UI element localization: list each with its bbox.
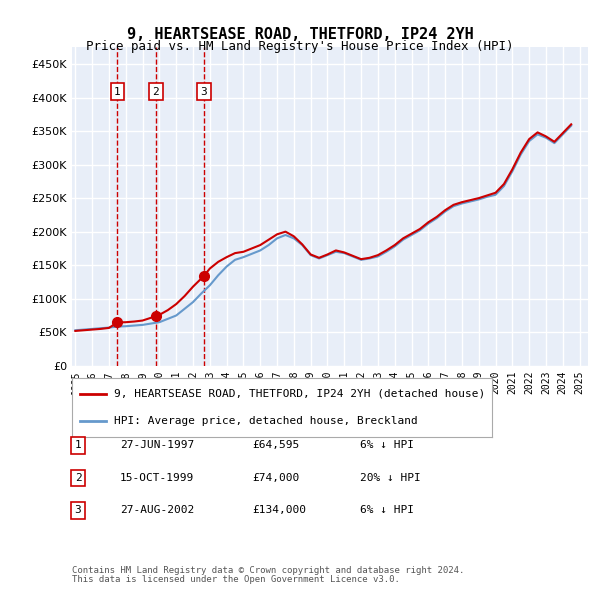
Text: 6% ↓ HPI: 6% ↓ HPI — [360, 506, 414, 515]
Text: This data is licensed under the Open Government Licence v3.0.: This data is licensed under the Open Gov… — [72, 575, 400, 584]
Text: 9, HEARTSEASE ROAD, THETFORD, IP24 2YH (detached house): 9, HEARTSEASE ROAD, THETFORD, IP24 2YH (… — [114, 389, 485, 398]
Text: 1: 1 — [114, 87, 121, 97]
Text: £74,000: £74,000 — [252, 473, 299, 483]
Text: £64,595: £64,595 — [252, 441, 299, 450]
Text: 2: 2 — [152, 87, 159, 97]
Text: 3: 3 — [200, 87, 208, 97]
Text: 27-JUN-1997: 27-JUN-1997 — [120, 441, 194, 450]
Text: 15-OCT-1999: 15-OCT-1999 — [120, 473, 194, 483]
Text: 2: 2 — [74, 473, 82, 483]
Text: 3: 3 — [74, 506, 82, 515]
Text: 1: 1 — [74, 441, 82, 450]
Text: Price paid vs. HM Land Registry's House Price Index (HPI): Price paid vs. HM Land Registry's House … — [86, 40, 514, 53]
Text: 9, HEARTSEASE ROAD, THETFORD, IP24 2YH: 9, HEARTSEASE ROAD, THETFORD, IP24 2YH — [127, 27, 473, 41]
Text: 20% ↓ HPI: 20% ↓ HPI — [360, 473, 421, 483]
Text: 6% ↓ HPI: 6% ↓ HPI — [360, 441, 414, 450]
Text: HPI: Average price, detached house, Breckland: HPI: Average price, detached house, Brec… — [114, 416, 418, 425]
Text: 27-AUG-2002: 27-AUG-2002 — [120, 506, 194, 515]
Text: £134,000: £134,000 — [252, 506, 306, 515]
Text: Contains HM Land Registry data © Crown copyright and database right 2024.: Contains HM Land Registry data © Crown c… — [72, 566, 464, 575]
